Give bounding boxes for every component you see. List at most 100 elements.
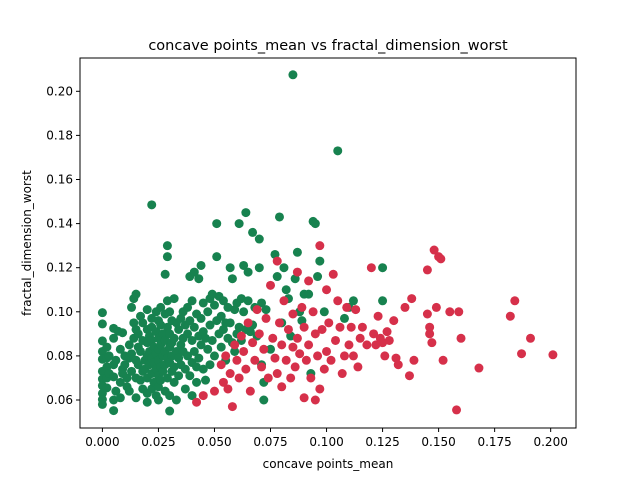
data-point [382,327,392,337]
x-tick-label: 0.075 [253,435,287,449]
data-point [187,391,197,401]
data-point [274,212,284,222]
data-point [339,351,349,361]
data-point [198,298,208,308]
data-point [248,338,258,348]
data-point [97,308,107,318]
data-point [292,267,302,277]
data-point [203,344,213,354]
data-point [194,353,204,363]
data-point [427,338,437,348]
data-point [384,335,394,345]
data-point [115,344,125,354]
data-point [456,333,466,343]
data-point [104,351,114,361]
data-point [322,346,332,356]
data-point [393,360,403,370]
data-point [342,302,352,312]
data-point [216,342,226,352]
x-axis-label: concave points_mean [263,457,394,471]
data-point [254,234,264,244]
data-point [111,355,121,365]
data-point [400,302,410,312]
data-point [160,269,170,279]
data-point [333,296,343,306]
data-point [196,313,206,323]
data-point [348,296,358,306]
data-point [297,302,307,312]
data-point [180,384,190,394]
data-point [454,307,464,317]
data-point [362,340,372,350]
data-point [474,363,484,373]
data-point [281,355,291,365]
data-point [357,322,367,332]
data-point [111,386,121,396]
data-point [319,307,329,317]
data-point [102,342,112,352]
data-point [281,285,291,295]
data-point [331,335,341,345]
y-axis: 0.06 0.08 0.10 0.12 0.14 0.16 0.18 0.20 [46,84,80,407]
data-point [517,349,527,359]
data-point [227,402,237,412]
data-point [162,252,172,262]
x-tick-label: 0.100 [309,435,343,449]
y-axis-label: fractal_dimension_worst [20,170,34,316]
data-point [180,364,190,374]
data-point [192,397,202,407]
data-point [97,399,107,409]
data-point [174,371,184,381]
data-point [310,219,320,229]
data-point [378,296,388,306]
data-point [422,265,432,275]
data-point [131,289,141,299]
data-point [389,316,399,326]
data-point [239,307,249,317]
plot-frame [79,57,577,429]
data-point [310,395,320,405]
data-point [299,322,309,332]
data-point [97,336,107,346]
data-point [333,146,343,156]
data-point [315,256,325,266]
data-point [301,355,311,365]
data-point [218,377,228,387]
data-point [234,373,244,383]
data-point [115,377,125,387]
data-point [189,267,199,277]
data-point [438,355,448,365]
data-point [201,375,211,385]
x-axis: 0.000 0.025 0.050 0.075 0.100 0.125 0.150 0.175… [85,428,568,449]
data-point [169,333,179,343]
y-tick-label: 0.18 [46,128,73,142]
data-point [209,300,219,310]
data-point [115,393,125,403]
y-tick-label: 0.10 [46,305,73,319]
data-point [243,267,253,277]
data-point [165,406,175,416]
data-point [277,382,287,392]
data-point [198,364,208,374]
data-point [225,318,235,328]
y-tick-label: 0.06 [46,393,73,407]
data-point [133,329,143,339]
data-point [203,307,213,317]
data-point [169,377,179,387]
data-point [218,296,228,306]
data-point [209,351,219,361]
data-point [292,247,302,257]
y-tick-label: 0.20 [46,84,73,98]
data-point [337,369,347,379]
data-point [378,263,388,273]
data-point [230,346,240,356]
data-point [187,335,197,345]
data-point [171,395,181,405]
data-point [230,340,240,350]
data-point [373,311,383,321]
data-point [212,252,222,262]
data-point [277,340,287,350]
data-point [304,289,314,299]
data-point [162,373,172,383]
points-layer [97,70,558,416]
